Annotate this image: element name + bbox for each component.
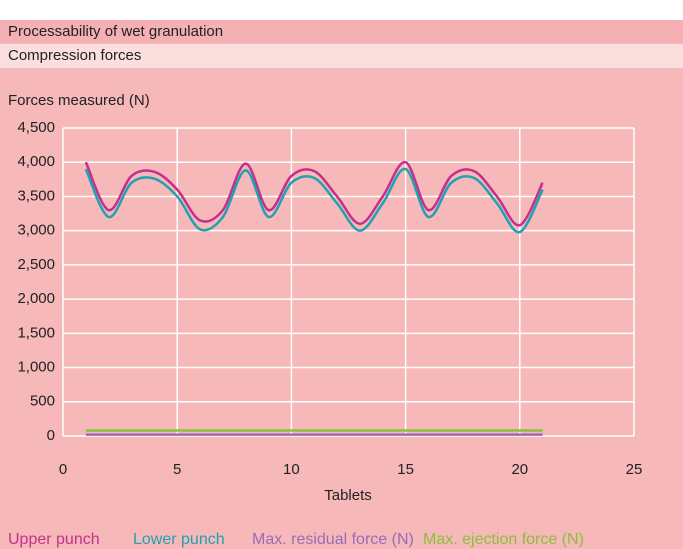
x-tick-label: 25 xyxy=(626,461,643,478)
y-tick-label: 1,500 xyxy=(17,324,55,341)
subtitle-band xyxy=(0,44,683,68)
series-line xyxy=(84,160,544,227)
legend-entry: Max. residual force (N) xyxy=(252,531,414,548)
y-tick-label: 0 xyxy=(47,427,55,444)
y-tick-label: 4,000 xyxy=(17,153,55,170)
x-tick-label: 0 xyxy=(59,461,67,478)
legend-entry: Upper punch xyxy=(8,531,100,548)
x-tick-label: 15 xyxy=(397,461,414,478)
chart-title: Processability of wet granulation xyxy=(8,23,223,40)
x-tick-label: 10 xyxy=(283,461,300,478)
x-tick-label: 5 xyxy=(173,461,181,478)
y-tick-label: 4,500 xyxy=(17,119,55,136)
y-axis-label: Forces measured (N) xyxy=(8,92,150,109)
legend-entry: Max. ejection force (N) xyxy=(423,531,584,548)
x-axis-label: Tablets xyxy=(324,487,372,504)
x-tick-label: 20 xyxy=(511,461,528,478)
chart-subtitle: Compression forces xyxy=(8,47,141,64)
y-tick-label: 2,000 xyxy=(17,290,55,307)
y-tick-label: 3,500 xyxy=(17,187,55,204)
legend-entry: Lower punch xyxy=(133,531,225,548)
background xyxy=(0,20,683,549)
y-tick-label: 2,500 xyxy=(17,256,55,273)
series-line xyxy=(84,167,544,234)
title-band xyxy=(0,20,683,43)
y-tick-label: 3,000 xyxy=(17,222,55,239)
y-tick-label: 500 xyxy=(30,393,55,410)
y-tick-label: 1,000 xyxy=(17,359,55,376)
